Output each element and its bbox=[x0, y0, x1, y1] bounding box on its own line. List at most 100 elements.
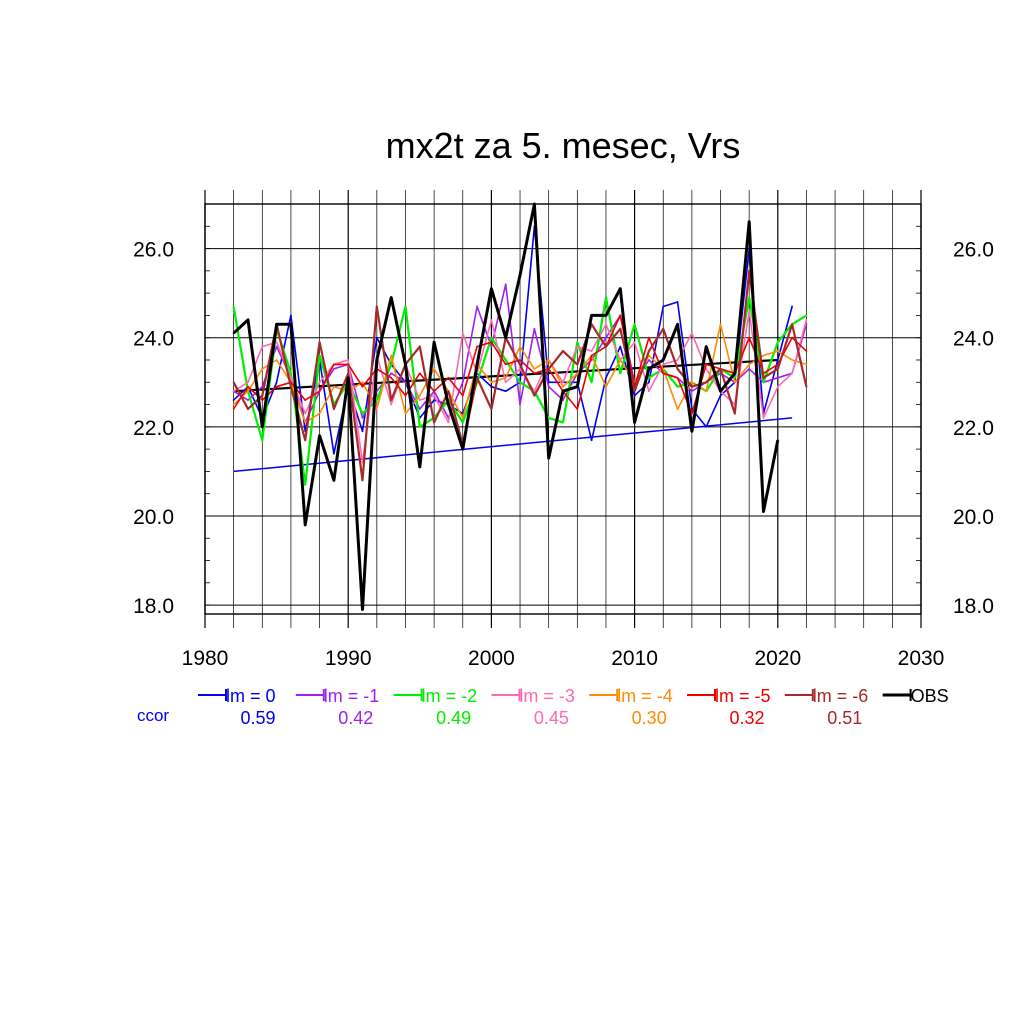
data-point bbox=[662, 367, 665, 370]
data-point bbox=[648, 336, 650, 339]
data-point bbox=[619, 372, 622, 375]
x-tick-label: 2010 bbox=[611, 647, 658, 670]
data-point bbox=[776, 350, 779, 352]
data-point bbox=[433, 399, 436, 401]
data-point bbox=[633, 323, 636, 326]
data-point bbox=[232, 381, 235, 384]
data-point bbox=[676, 367, 679, 370]
data-point bbox=[576, 385, 579, 388]
data-point bbox=[490, 345, 493, 348]
data-point bbox=[290, 372, 292, 375]
data-point bbox=[676, 408, 679, 410]
data-point bbox=[318, 412, 321, 415]
data-point bbox=[490, 385, 493, 388]
data-point bbox=[690, 412, 693, 415]
data-point bbox=[375, 359, 378, 361]
y-tick-label-left: 26.0 bbox=[133, 239, 174, 262]
data-point bbox=[533, 327, 536, 330]
data-point bbox=[490, 341, 493, 344]
data-point bbox=[232, 305, 235, 308]
data-point bbox=[304, 421, 307, 424]
data-point bbox=[690, 385, 693, 388]
data-point bbox=[762, 354, 765, 357]
data-point bbox=[390, 403, 393, 406]
data-point bbox=[332, 452, 335, 455]
data-point bbox=[318, 354, 321, 357]
data-point bbox=[705, 345, 708, 348]
data-point bbox=[375, 399, 378, 401]
data-point bbox=[461, 448, 464, 451]
tick-labels: 1980 1990 2000 2010 2020 2030 18.0 18.0 20.0 20.0… bbox=[133, 239, 994, 670]
data-point bbox=[605, 314, 607, 317]
plot-frame bbox=[204, 203, 922, 615]
legend-ccor-value: 0.32 bbox=[729, 708, 764, 728]
data-point bbox=[275, 341, 278, 344]
data-point bbox=[519, 403, 521, 406]
data-point bbox=[805, 350, 808, 352]
data-point bbox=[533, 372, 536, 375]
data-point bbox=[332, 385, 335, 388]
data-point bbox=[748, 296, 751, 299]
data-point bbox=[619, 314, 622, 317]
data-point bbox=[576, 363, 579, 366]
data-point bbox=[690, 430, 693, 433]
data-point bbox=[662, 372, 665, 375]
data-point bbox=[290, 323, 292, 326]
data-point bbox=[247, 408, 249, 410]
data-point bbox=[719, 323, 722, 326]
data-point bbox=[347, 363, 350, 366]
data-point bbox=[232, 408, 235, 410]
data-point bbox=[232, 390, 235, 393]
data-point bbox=[390, 376, 393, 379]
data-point bbox=[247, 381, 249, 384]
data-point bbox=[562, 390, 564, 393]
data-point bbox=[433, 390, 436, 393]
data-point bbox=[476, 376, 478, 379]
data-point bbox=[247, 385, 249, 388]
data-point bbox=[791, 372, 794, 375]
data-point bbox=[762, 376, 765, 379]
data-point bbox=[318, 390, 321, 393]
data-point bbox=[762, 381, 765, 384]
data-point bbox=[404, 394, 407, 397]
data-point bbox=[705, 363, 708, 366]
data-point bbox=[690, 381, 693, 384]
data-point bbox=[318, 381, 321, 384]
data-point bbox=[648, 359, 650, 361]
data-point bbox=[433, 341, 436, 344]
data-point bbox=[676, 385, 679, 388]
data-point bbox=[619, 345, 622, 348]
legend-label: OBS bbox=[911, 686, 949, 706]
x-tick-label: 2000 bbox=[468, 647, 515, 670]
data-point bbox=[519, 363, 521, 366]
data-point bbox=[519, 367, 521, 370]
data-point bbox=[347, 359, 350, 361]
data-point bbox=[232, 399, 235, 401]
data-point bbox=[590, 354, 593, 357]
data-point bbox=[261, 394, 264, 397]
data-point bbox=[619, 287, 622, 290]
data-point bbox=[504, 283, 507, 286]
data-point bbox=[318, 434, 321, 437]
data-point bbox=[261, 345, 264, 348]
legend-label: lm = -4 bbox=[617, 686, 673, 706]
legend-ccor-value: 0.49 bbox=[436, 708, 471, 728]
y-tick-label-left: 20.0 bbox=[133, 506, 174, 529]
data-point bbox=[605, 385, 607, 388]
data-point bbox=[733, 372, 736, 375]
data-point bbox=[290, 385, 292, 388]
data-point bbox=[461, 381, 464, 384]
data-point bbox=[733, 412, 736, 415]
data-point bbox=[748, 336, 751, 339]
data-point bbox=[791, 336, 794, 339]
data-point bbox=[547, 457, 550, 459]
legend-ccor-value: 0.59 bbox=[240, 708, 275, 728]
data-point bbox=[375, 408, 378, 410]
data-point bbox=[490, 381, 493, 384]
series-line bbox=[233, 225, 793, 455]
legend-ccor-value: 0.30 bbox=[632, 708, 667, 728]
data-point bbox=[275, 385, 278, 388]
data-point bbox=[662, 327, 665, 330]
legend-ccor-value: 0.42 bbox=[338, 708, 373, 728]
legend-label: lm = -2 bbox=[422, 686, 478, 706]
